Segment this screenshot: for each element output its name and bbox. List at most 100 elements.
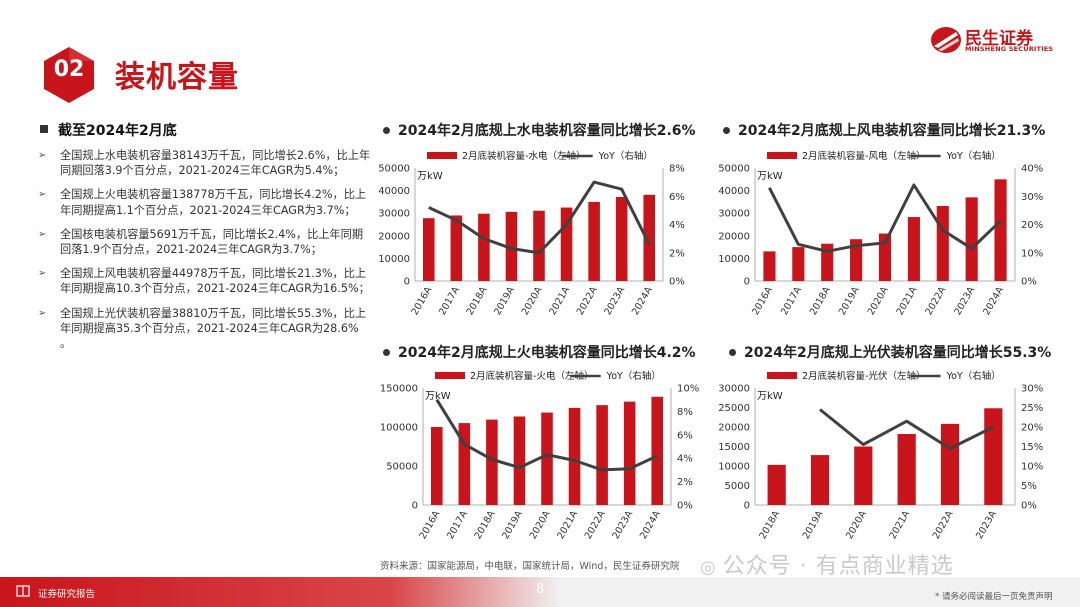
x-tick-label: 2021A <box>547 285 572 317</box>
square-bullet-icon <box>40 125 48 133</box>
y-tick-left: 20000 <box>718 423 750 434</box>
section-number-badge <box>44 47 94 103</box>
y-tick-left: 20000 <box>378 231 410 242</box>
bar <box>513 416 526 505</box>
y-tick-left: 40000 <box>378 186 410 197</box>
x-tick-label: 2022A <box>924 285 949 317</box>
y-tick-right: 10% <box>1021 248 1043 259</box>
y-tick-right: 6% <box>669 192 685 203</box>
bar <box>596 405 608 505</box>
unit-label: 万kW <box>425 391 451 402</box>
arrow-bullet-icon: ➢ <box>38 189 47 201</box>
chart-title-thermal: 2024年2月底规上火电装机容量同比增长4.2% <box>383 342 696 362</box>
bar <box>994 179 1007 281</box>
bar <box>907 217 920 281</box>
x-tick-label: 2020A <box>866 285 891 317</box>
x-tick-label: 2018A <box>757 509 782 541</box>
x-tick-label: 2021A <box>887 509 912 541</box>
arrow-bullet-icon: ➢ <box>38 228 47 240</box>
x-tick-label: 2017A <box>437 285 462 317</box>
minsheng-logo-icon <box>931 27 961 53</box>
footer-label: 证券研究报告 <box>38 589 96 600</box>
arrow-bullet-icon: ➢ <box>38 150 47 161</box>
y-tick-left: 50000 <box>718 164 750 175</box>
bar <box>854 446 873 505</box>
summary-bullet: ➢ 全国规上水电装机容量38143万千瓦，同比增长2.6%，比上年同期回落3.9个… <box>38 149 371 178</box>
legend-line-label: YoY（右轴） <box>946 150 1001 162</box>
chart-title-wind: 2024年2月底规上风电装机容量同比增长21.3% <box>723 120 1045 140</box>
legend-bar-label: 2月底装机容量-火电（左轴） <box>470 370 593 382</box>
bar <box>878 233 892 281</box>
unit-label: 万kW <box>417 171 443 182</box>
wechat-icon: ◎ <box>700 557 717 578</box>
bar <box>450 215 463 281</box>
x-tick-label: 2016A <box>410 285 435 317</box>
y-tick-left: 50000 <box>378 164 410 175</box>
legend-bar-label: 2月底装机容量-风电（左轴） <box>802 150 925 162</box>
bullet-dot-icon <box>723 126 730 134</box>
y-tick-left: 0 <box>744 277 750 288</box>
bar <box>486 419 498 505</box>
y-tick-right: 5% <box>1021 481 1037 492</box>
x-tick-label: 2019A <box>801 509 826 541</box>
section-number: 02 <box>53 57 85 82</box>
unit-label: 万kW <box>757 171 783 182</box>
bar <box>767 464 786 505</box>
bar <box>478 213 490 281</box>
bar <box>984 408 1003 505</box>
bar <box>850 239 863 281</box>
x-tick-label: 2022A <box>575 285 600 317</box>
footer-accent <box>0 577 560 607</box>
y-tick-right: 25% <box>1021 403 1043 414</box>
y-tick-left: 0 <box>404 277 410 288</box>
chart-hydro: 2月底装机容量-水电（左轴） YoY（右轴） 万kW 0 10000 20000 30000… <box>378 150 685 317</box>
x-tick-label: 2020A <box>528 509 553 541</box>
bar <box>422 218 435 281</box>
x-tick-label: 2023A <box>610 509 635 541</box>
chart-title-solar: 2024年2月底规上光伏装机容量同比增长55.3% <box>729 342 1051 362</box>
x-tick-label: 2020A <box>844 509 869 541</box>
y-tick-left: 30000 <box>718 209 750 220</box>
summary-bullet: ➢ 全国核电装机容量5691万千瓦，同比增长2.4%，比上年同期回落1.9个百分点… <box>38 227 364 257</box>
x-tick-label: 2018A <box>473 509 498 541</box>
summary-panel: 截至2024年2月底 ➢ 全国规上水电装机容量38143万千瓦，同比增长2.6%，… <box>38 120 373 360</box>
bar <box>940 423 960 505</box>
y-tick-right: 2% <box>677 477 693 488</box>
y-tick-left: 30000 <box>378 209 410 220</box>
y-tick-left: 0 <box>744 501 750 512</box>
bar <box>623 401 636 505</box>
x-tick-label: 2017A <box>779 285 804 317</box>
y-tick-right: 8% <box>677 407 693 418</box>
y-tick-right: 30% <box>1021 384 1043 395</box>
legend-line-label: YoY（右轴） <box>606 370 661 382</box>
x-tick-label: 2019A <box>837 285 862 317</box>
y-tick-left: 10000 <box>718 254 750 265</box>
bar <box>615 196 628 281</box>
y-tick-right: 10% <box>677 384 699 395</box>
bar <box>897 434 916 505</box>
chart-thermal: 2月底装机容量-火电（左轴） YoY（右轴） 万kW 0 50000 100000 1500… <box>380 370 699 541</box>
x-tick-label: 2019A <box>492 285 517 317</box>
yoy-line <box>819 408 994 450</box>
y-tick-right: 2% <box>669 248 685 259</box>
arrow-bullet-icon: ➢ <box>38 307 47 319</box>
y-tick-left: 40000 <box>718 186 750 197</box>
bar <box>936 205 949 281</box>
y-tick-right: 40% <box>1021 164 1043 175</box>
x-tick-label: 2017A <box>445 509 470 541</box>
y-tick-left: 20000 <box>718 231 750 242</box>
bar <box>568 407 581 505</box>
y-tick-left: 25000 <box>718 403 750 414</box>
source-note: 资料来源：国家能源局，中电联，国家统计局，Wind，民生证券研究院 <box>380 561 680 572</box>
bullet-dot-icon <box>383 348 390 356</box>
bullet-dot-icon <box>383 126 390 134</box>
x-tick-label: 2023A <box>602 285 627 317</box>
legend-line-label: YoY（右轴） <box>946 370 1001 382</box>
x-tick-label: 2020A <box>520 285 545 317</box>
chart-title-hydro: 2024年2月底规上水电装机容量同比增长2.6% <box>383 120 696 140</box>
x-tick-label: 2019A <box>500 509 525 541</box>
bullet-dot-icon <box>729 348 736 356</box>
y-tick-right: 30% <box>1021 192 1043 203</box>
y-tick-left: 150000 <box>380 384 418 395</box>
x-tick-label: 2024A <box>638 509 663 541</box>
